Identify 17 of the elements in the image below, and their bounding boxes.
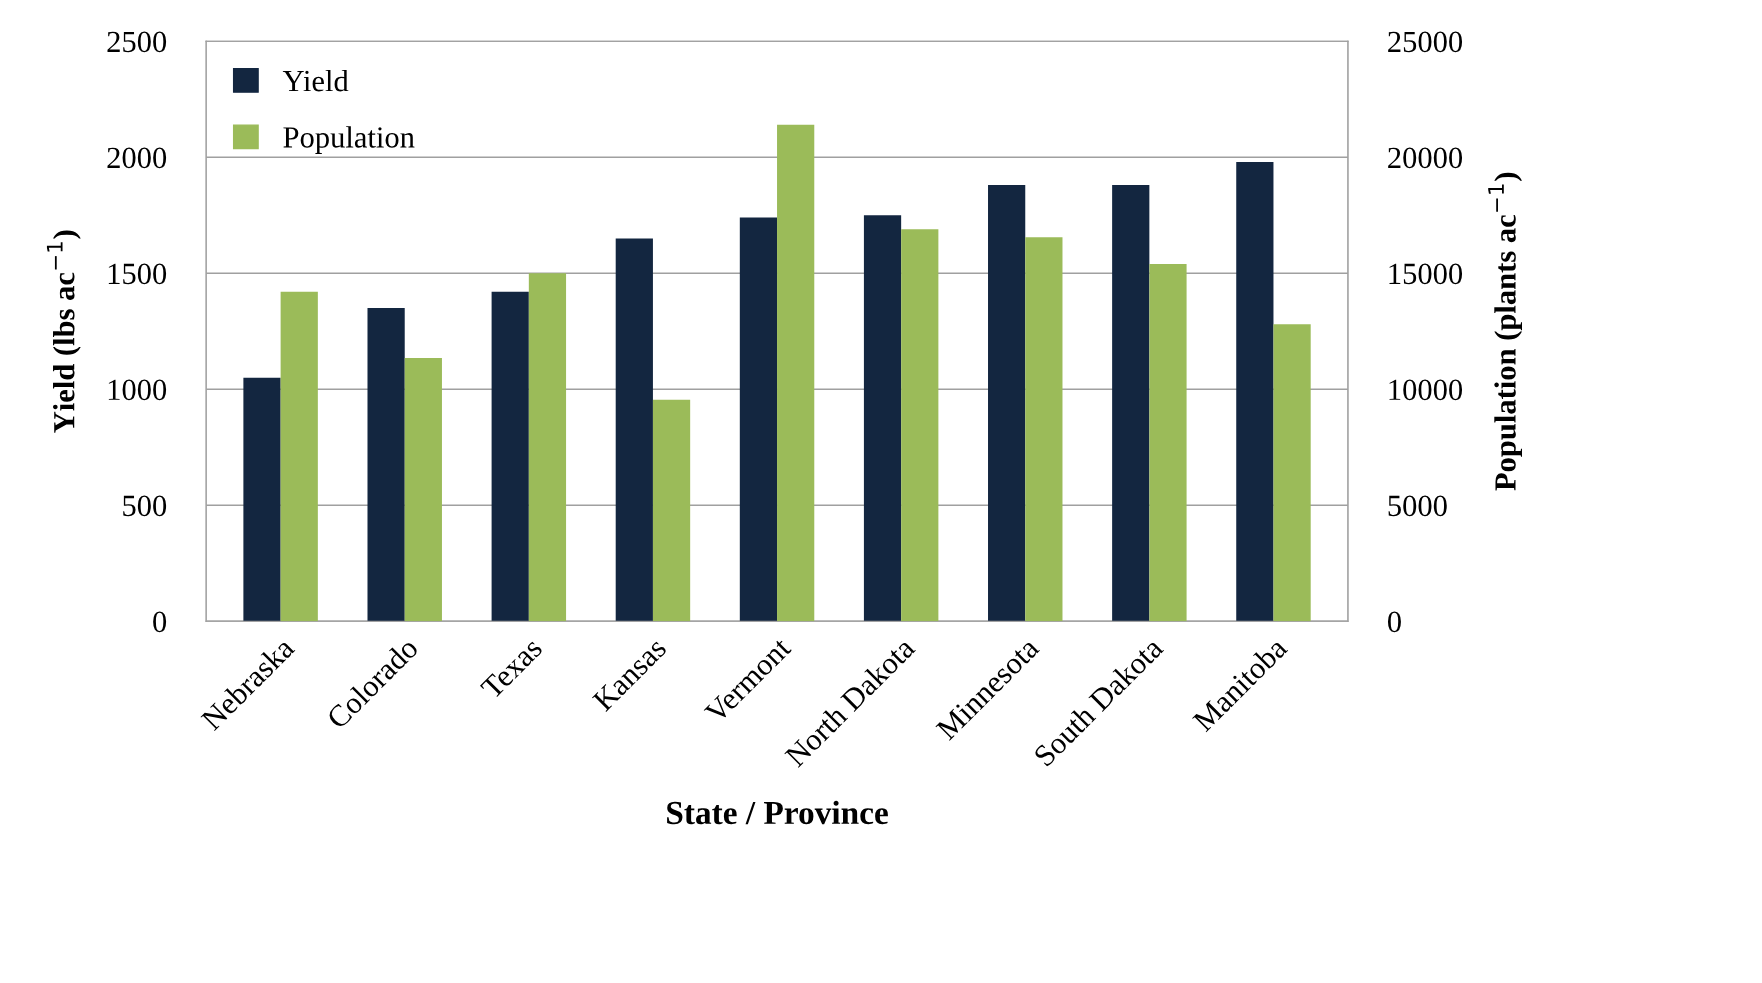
y2-tick-label: 15000 (1389, 263, 1463, 285)
y2-tick-label: 20000 (1388, 147, 1463, 169)
y-tick-label: 0 (153, 611, 167, 633)
y-tick-label: 2000 (107, 147, 167, 169)
y2-tick-label: 5000 (1388, 495, 1447, 517)
y-tick-label: 500 (123, 495, 167, 517)
y2-tick-label: 10000 (1389, 379, 1463, 401)
y-tick-label: 1500 (108, 263, 167, 285)
y-tick-label: 2500 (107, 31, 167, 53)
x-axis-title: State / Province (667, 800, 888, 825)
y-tick-label: 1000 (108, 379, 167, 401)
y2-tick-label: 25000 (1388, 31, 1463, 53)
y2-axis-title: Population (plants ac$^{−1}$) (1488, 172, 1523, 491)
legend-label: Yield (282, 69, 349, 92)
y-axis-title: Yield (lbs ac$^{−1}$) (46, 230, 81, 433)
legend-label: Population (283, 126, 415, 154)
y2-tick-label: 0 (1387, 611, 1401, 633)
